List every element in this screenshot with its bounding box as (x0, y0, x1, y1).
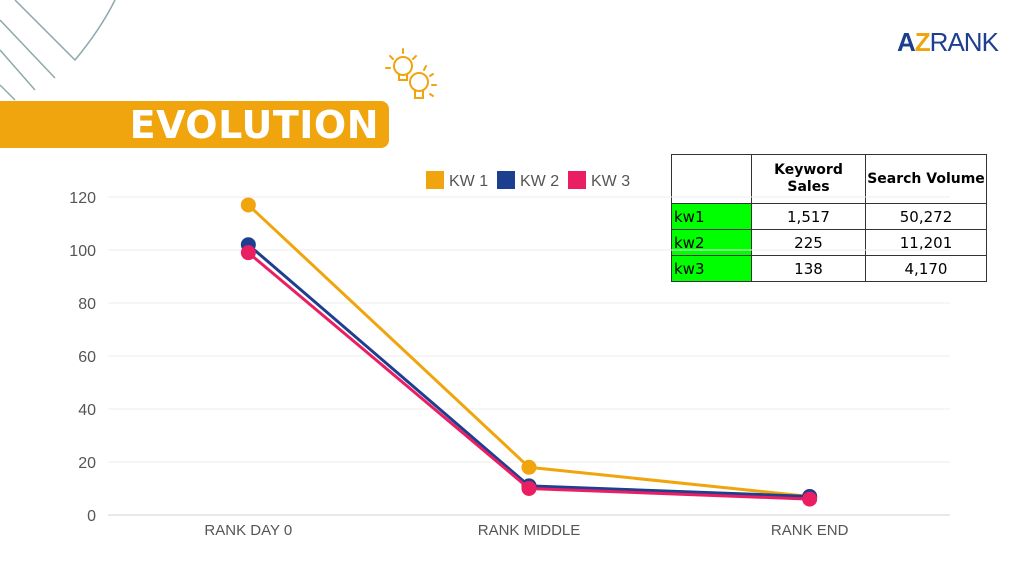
table-header: Search Volume (865, 154, 987, 204)
table-header (671, 154, 752, 204)
data-point (240, 197, 256, 213)
series-line-kw1 (247, 203, 810, 498)
x-tick-label: RANK END (771, 522, 849, 539)
legend-label: KW 3 (591, 173, 630, 190)
data-point (802, 491, 818, 507)
table-row: kw2 225 11,201 (671, 229, 987, 256)
y-tick-label: 100 (69, 243, 96, 260)
sales-cell: 1,517 (751, 203, 866, 230)
volume-cell: 50,272 (865, 203, 987, 230)
legend-label: KW 1 (449, 173, 488, 190)
y-tick-label: 20 (78, 455, 96, 472)
y-tick-label: 120 (69, 190, 96, 207)
table-header: Keyword Sales (751, 154, 866, 204)
legend-label: KW 2 (520, 173, 559, 190)
table-header-row: Keyword Sales Search Volume (671, 154, 987, 204)
keyword-cell: kw2 (671, 229, 752, 256)
table-row: kw1 1,517 50,272 (671, 203, 987, 230)
y-tick-label: 60 (78, 349, 96, 366)
y-tick-label: 80 (78, 296, 96, 313)
logo-z: Z (914, 27, 931, 57)
page-title: EVOLUTION (129, 103, 379, 147)
y-tick-label: 40 (78, 402, 96, 419)
logo-rank: RANK (929, 27, 999, 57)
legend-swatch (568, 171, 586, 189)
data-point (240, 245, 256, 261)
x-tick-label: RANK DAY 0 (204, 522, 292, 539)
x-tick-label: RANK MIDDLE (478, 522, 581, 539)
legend-swatch (426, 171, 444, 189)
volume-cell: 4,170 (865, 255, 987, 282)
azrank-logo: AZRANK (897, 27, 999, 58)
data-point (521, 481, 537, 496)
y-tick-label: 0 (87, 508, 96, 525)
keyword-table: Keyword Sales Search Volume kw1 1,517 50… (671, 154, 987, 282)
table-row: kw3 138 4,170 (671, 255, 987, 282)
legend-swatch (497, 171, 515, 189)
decorative-lines (0, 0, 116, 101)
lightbulb-icon (385, 48, 437, 99)
data-point (521, 459, 537, 475)
keyword-cell: kw3 (671, 255, 752, 282)
logo-a: A (897, 27, 916, 57)
sales-cell: 138 (751, 255, 866, 282)
title-banner: EVOLUTION (0, 101, 389, 148)
